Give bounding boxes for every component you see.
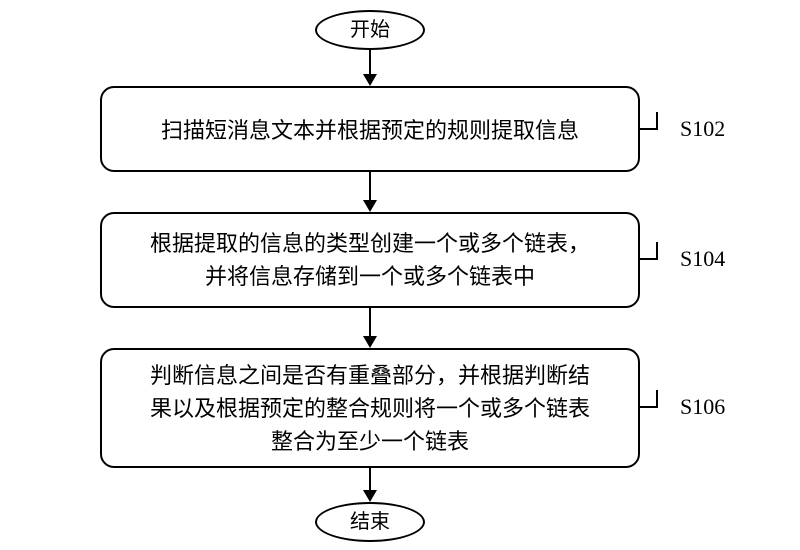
arrow-line xyxy=(369,468,371,492)
label-connector-v xyxy=(656,390,658,408)
arrow-head xyxy=(363,490,377,502)
process-text: 扫描短消息文本并根据预定的规则提取信息 xyxy=(161,113,579,145)
step-label-s102: S102 xyxy=(680,116,725,142)
start-terminal: 开始 xyxy=(315,10,425,50)
end-terminal: 结束 xyxy=(315,502,425,542)
process-text: 根据提取的信息的类型创建一个或多个链表， 并将信息存储到一个或多个链表中 xyxy=(150,227,590,293)
arrow-head xyxy=(363,336,377,348)
arrow-head xyxy=(363,200,377,212)
start-label: 开始 xyxy=(350,20,390,40)
label-connector-v xyxy=(656,112,658,130)
step-label-s106: S106 xyxy=(680,394,725,420)
arrow-head xyxy=(363,74,377,86)
process-s106: 判断信息之间是否有重叠部分，并根据判断结 果以及根据预定的整合规则将一个或多个链… xyxy=(100,348,640,468)
label-connector-v xyxy=(656,242,658,260)
arrow-line xyxy=(369,308,371,338)
flowchart-canvas: 开始 扫描短消息文本并根据预定的规则提取信息 S102 根据提取的信息的类型创建… xyxy=(0,0,800,550)
arrow-line xyxy=(369,50,371,76)
process-s102: 扫描短消息文本并根据预定的规则提取信息 xyxy=(100,86,640,172)
arrow-line xyxy=(369,172,371,202)
end-label: 结束 xyxy=(350,512,390,532)
process-s104: 根据提取的信息的类型创建一个或多个链表， 并将信息存储到一个或多个链表中 xyxy=(100,212,640,308)
step-label-s104: S104 xyxy=(680,246,725,272)
process-text: 判断信息之间是否有重叠部分，并根据判断结 果以及根据预定的整合规则将一个或多个链… xyxy=(150,359,590,458)
